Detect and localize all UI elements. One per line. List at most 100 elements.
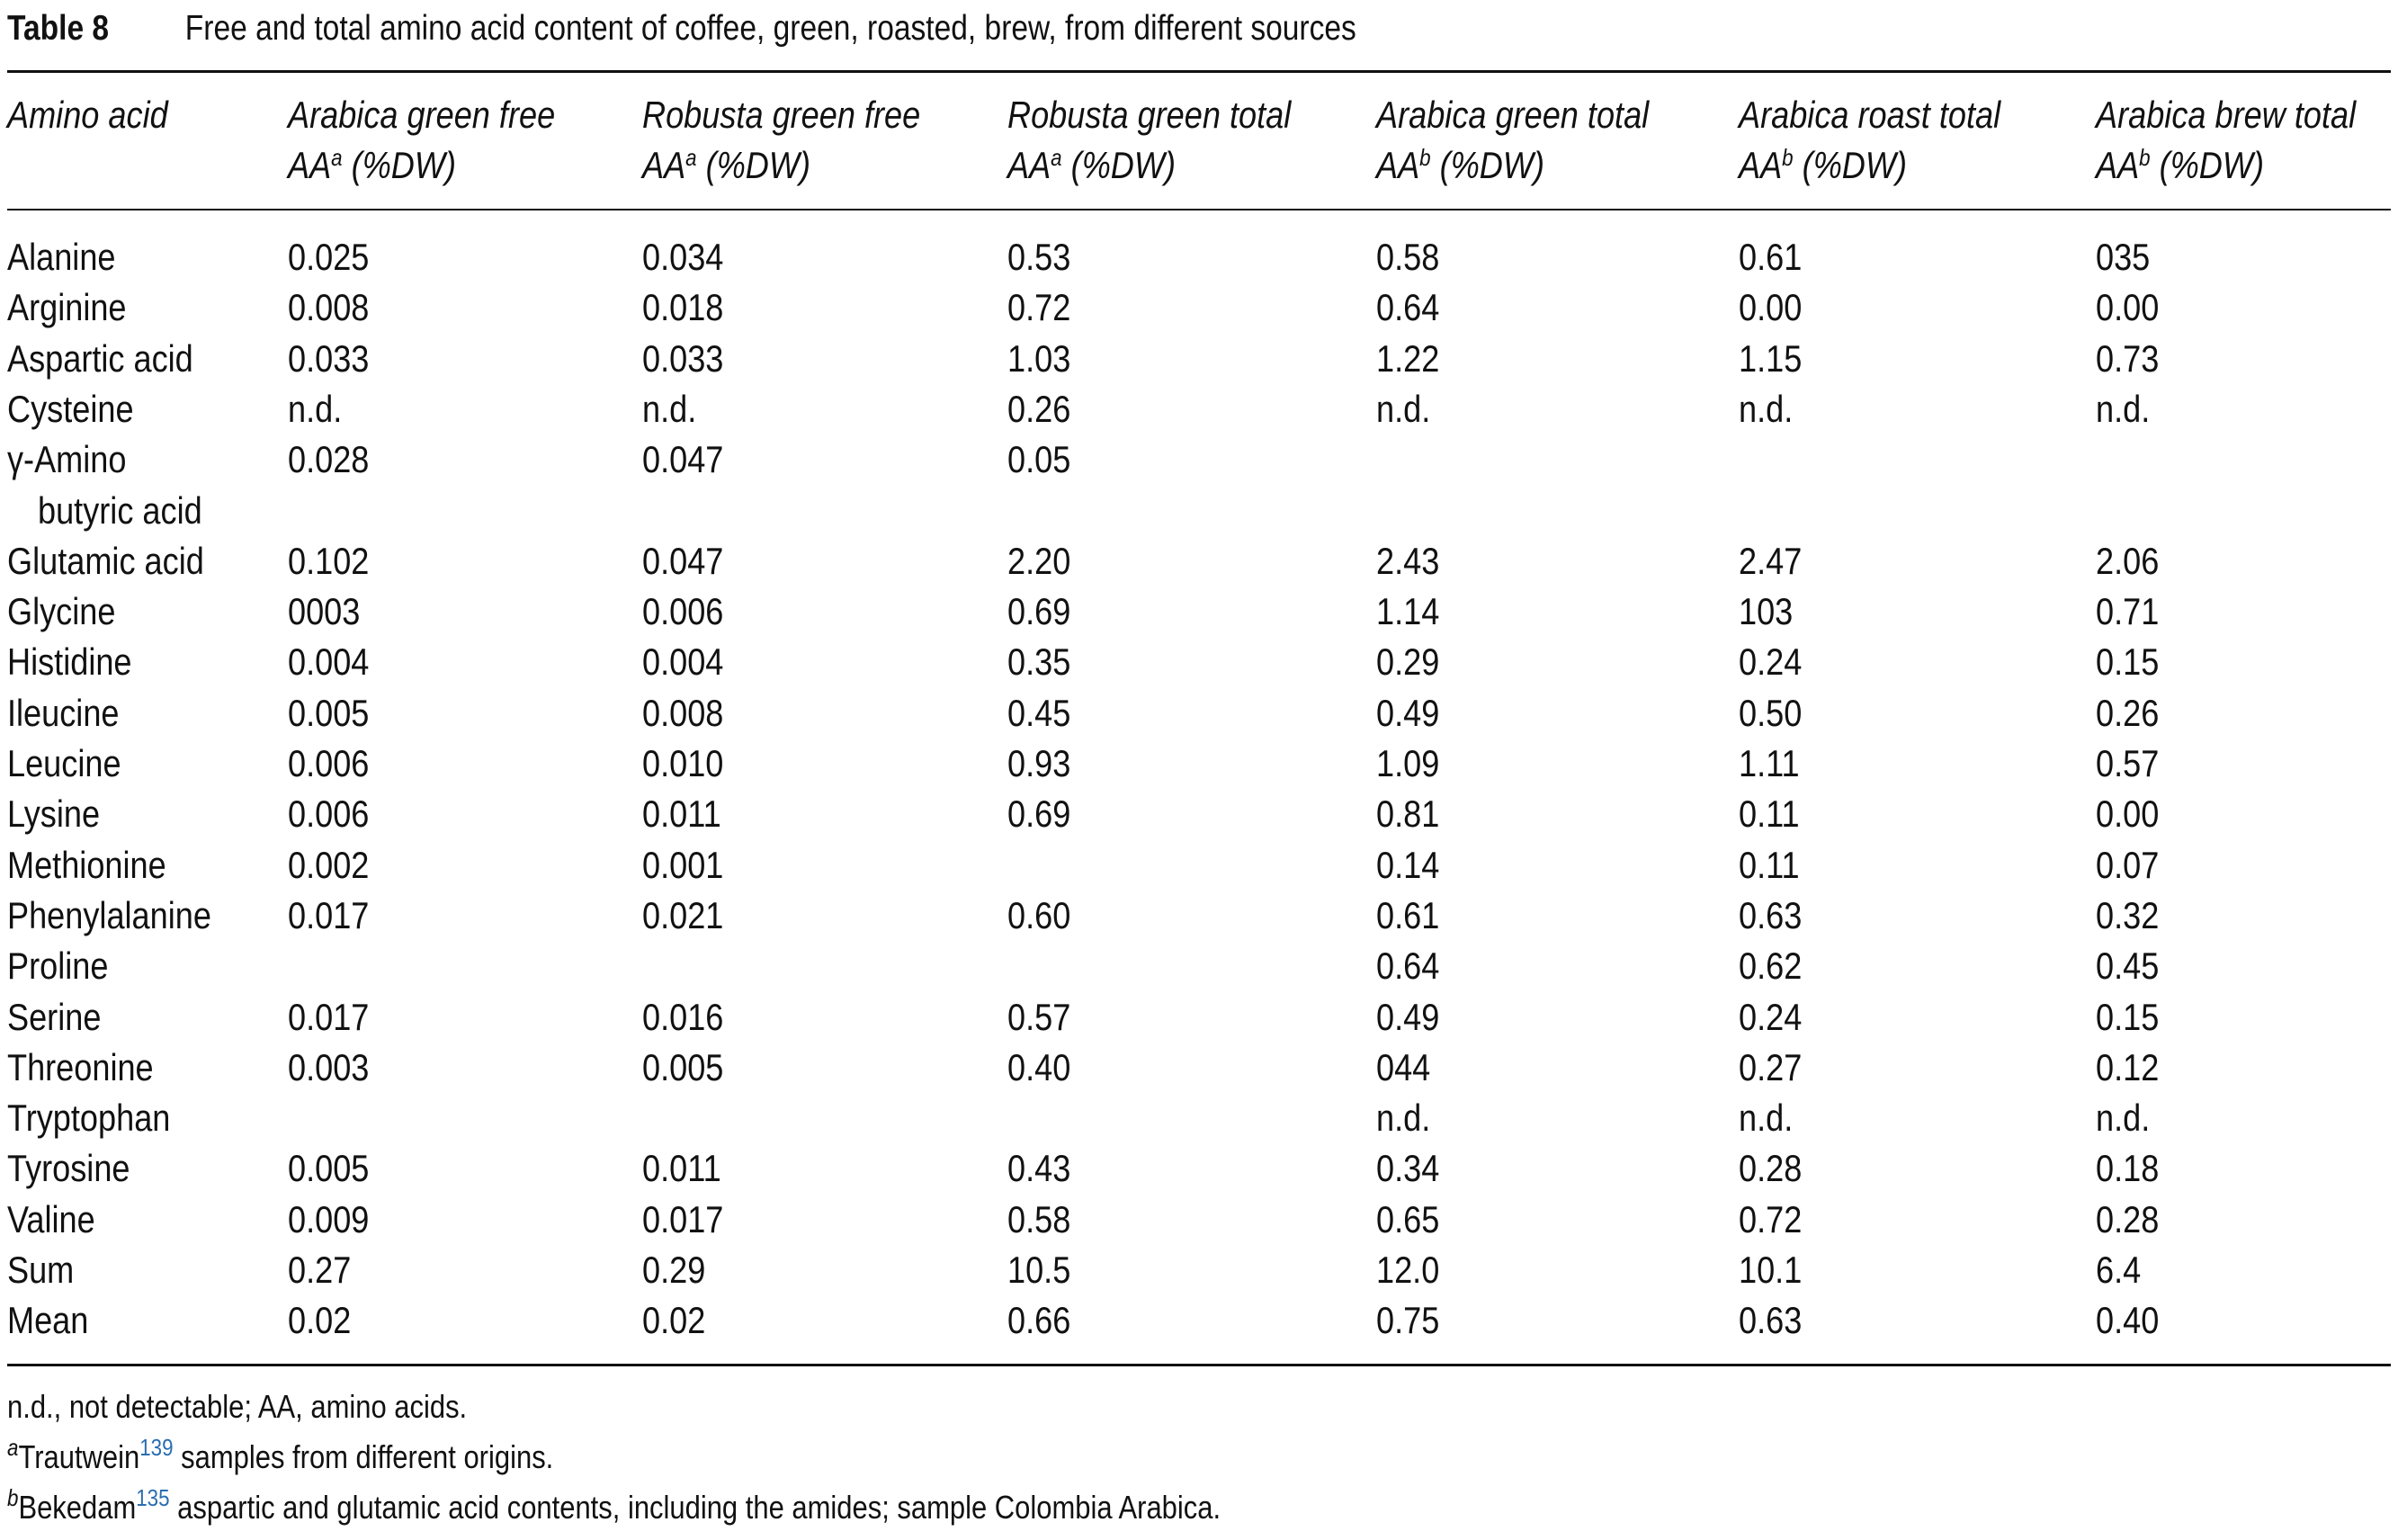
value-cell: 0.00 [2096,286,2160,329]
value-cell: 0.35 [1007,640,1071,684]
value-cell: 0.69 [1007,792,1071,836]
value-cell: 0.11 [1739,843,1800,886]
amino-acid-name-cont: butyric acid [38,488,202,532]
value-cell: 0.61 [1739,236,1803,278]
column-header-line1: Arabica roast total [1739,94,2001,136]
value-cell: 1.03 [1007,336,1071,380]
column-header-line1: Arabica green free [288,94,556,136]
footnote-a-mark: a [7,1434,19,1461]
value-cell: 0.58 [1376,236,1440,278]
value-cell: 6.4 [2096,1249,2142,1291]
footnote-b-ref[interactable]: 135 [136,1484,170,1511]
column-header-line1: Amino acid [7,94,168,136]
value-cell: 2.47 [1739,539,1803,582]
value-cell: 0.018 [642,286,724,329]
value-cell: 0.025 [288,236,370,278]
value-cell: 0.60 [1007,893,1071,936]
value-cell: 0.69 [1007,590,1071,633]
value-cell: 0.017 [288,893,370,936]
value-cell: 0.53 [1007,236,1071,278]
amino-acid-name: Mean [7,1299,89,1342]
value-cell: 0.65 [1376,1197,1440,1240]
value-cell: 10.1 [1739,1249,1803,1291]
value-cell: 0.005 [642,1045,724,1088]
amino-acid-name: Valine [7,1197,95,1240]
value-cell: 0.004 [642,640,724,684]
value-cell: 0.009 [288,1197,370,1240]
column-header-unit: (%DW) [342,144,457,186]
value-cell: 0.033 [288,336,370,380]
value-cell: 0.017 [288,995,370,1038]
amino-acid-name: Sum [7,1249,75,1291]
value-cell: 0.49 [1376,691,1440,734]
value-cell: 0.18 [2096,1147,2160,1190]
value-cell: 0.71 [2096,590,2160,633]
amino-acid-name: Methionine [7,843,166,886]
amino-acid-name: Tryptophan [7,1097,171,1140]
column-header-footnote-mark: a [1051,144,1062,171]
footnote-b: bBekedam135 aspartic and glutamic acid c… [7,1486,1221,1529]
column-header-footnote-mark: b [1419,144,1431,171]
column-header-line1: Arabica green total [1376,94,1650,136]
column-header-line1: Arabica brew total [2096,94,2357,136]
amino-acid-name: Alanine [7,236,116,278]
column-header: Arabica brew total AAb (%DW) [2096,90,2356,191]
column-header-unit: (%DW) [696,144,811,186]
value-cell: 0.28 [1739,1147,1803,1190]
value-cell: 0.72 [1007,286,1071,329]
amino-acid-name: Glutamic acid [7,539,204,582]
value-cell: 0.14 [1376,843,1440,886]
value-cell: 0.62 [1739,945,1803,988]
column-header-unit: (%DW) [1430,144,1545,186]
value-cell: 0.102 [288,539,370,582]
value-cell: 0.32 [2096,893,2160,936]
value-cell: 0.003 [288,1045,370,1088]
value-cell: 0.27 [1739,1045,1803,1088]
footnote-a-ref[interactable]: 139 [139,1434,174,1461]
value-cell: 12.0 [1376,1249,1440,1291]
value-cell: 0.047 [642,438,724,481]
column-header: Arabica green total AAb (%DW) [1376,90,1649,191]
bottom-rule [7,1364,2391,1366]
column-header: Arabica green free AAa (%DW) [288,90,555,191]
column-header-line2: AAa (%DW) [1007,140,1291,191]
column-header-footnote-mark: b [2139,144,2151,171]
value-cell: 0.24 [1739,995,1803,1038]
column-header-aa: AA [2096,144,2140,186]
value-cell: 0.034 [642,236,724,278]
value-cell: 0.50 [1739,691,1803,734]
column-header: Amino acid [7,90,168,140]
value-cell: 0.29 [1376,640,1440,684]
value-cell: 0.008 [288,286,370,329]
value-cell: 0.45 [1007,691,1071,734]
value-cell: 0.005 [288,1147,370,1190]
column-header-line2: AAb (%DW) [1376,140,1649,191]
value-cell: 0.00 [2096,792,2160,836]
value-cell: 0.40 [1007,1045,1071,1088]
footnote-a: aTrautwein139 samples from different ori… [7,1436,553,1479]
amino-acid-name: Cysteine [7,387,134,430]
value-cell: 0.15 [2096,640,2160,684]
value-cell: 035 [2096,236,2151,278]
footnote-b-mark: b [7,1484,19,1511]
value-cell: 0.008 [642,691,724,734]
value-cell: 0.006 [288,742,370,784]
value-cell: 0.006 [642,590,724,633]
value-cell: 0.93 [1007,742,1071,784]
header-rule [7,209,2391,210]
value-cell: 0.34 [1376,1147,1440,1190]
value-cell: 0.58 [1007,1197,1071,1240]
column-header-line1: Robusta green free [642,94,921,136]
amino-acid-name: Aspartic acid [7,336,193,380]
value-cell: 0.001 [642,843,724,886]
value-cell: 0.64 [1376,945,1440,988]
value-cell: 0.016 [642,995,724,1038]
column-header-line2: AAb (%DW) [2096,140,2356,191]
value-cell: n.d. [2096,1097,2151,1140]
value-cell: 0.28 [2096,1197,2160,1240]
amino-acid-name: Serine [7,995,102,1038]
value-cell: 0.010 [642,742,724,784]
value-cell: 0.033 [642,336,724,380]
column-header-unit: (%DW) [2150,144,2265,186]
value-cell: n.d. [1376,1097,1431,1140]
